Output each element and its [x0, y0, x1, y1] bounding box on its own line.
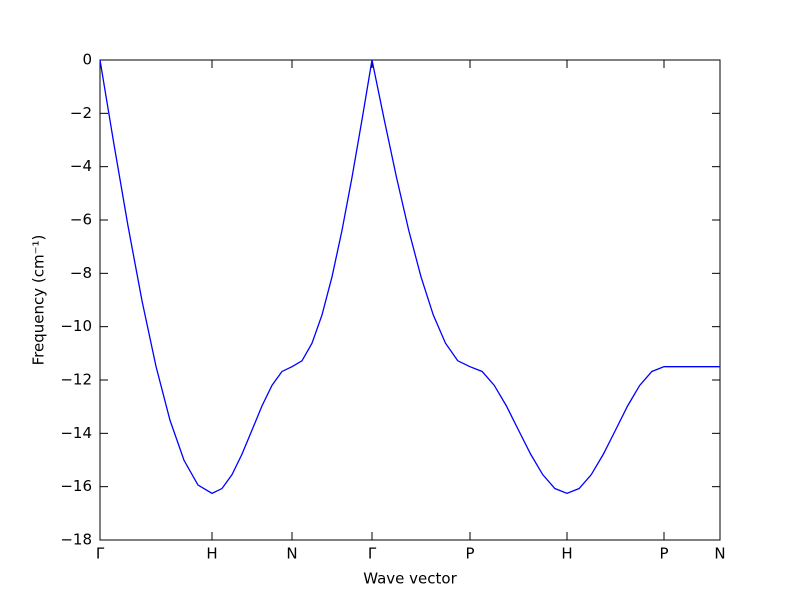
x-axis-label: Wave vector	[363, 570, 457, 588]
y-axis-label: Frequency (cm⁻¹)	[30, 235, 48, 366]
y-tick-label: −2	[70, 104, 92, 122]
y-tick-label: 0	[82, 51, 92, 69]
y-tick-label: −4	[70, 157, 92, 175]
x-tick-label: Γ	[368, 545, 377, 563]
y-tick-label: −12	[60, 371, 92, 389]
y-tick-label: −18	[60, 531, 92, 549]
x-tick-label: N	[286, 545, 297, 563]
x-tick-label: H	[206, 545, 217, 563]
y-tick-label: −10	[60, 317, 92, 335]
x-tick-label: P	[659, 545, 668, 563]
x-tick-label: Γ	[96, 545, 105, 563]
y-tick-label: −14	[60, 424, 92, 442]
plot-frame	[99, 59, 721, 541]
y-tick-label: −6	[70, 211, 92, 229]
line-series	[99, 59, 720, 495]
x-tick-label: N	[714, 545, 725, 563]
y-tick-label: −8	[70, 264, 92, 282]
x-tick-label: H	[561, 545, 572, 563]
y-tick-label: −16	[60, 477, 92, 495]
x-tick-label: P	[465, 545, 474, 563]
